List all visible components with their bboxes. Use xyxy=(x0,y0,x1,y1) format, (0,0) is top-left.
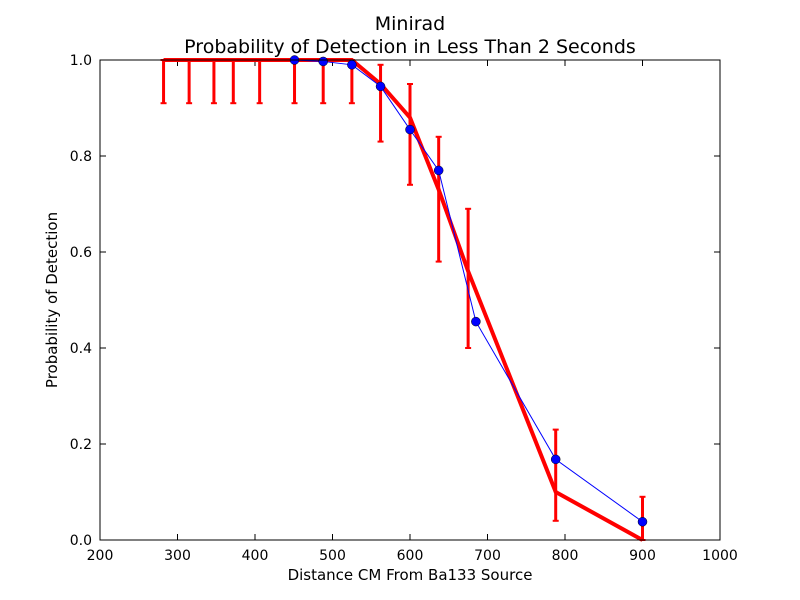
chart-subtitle: Probability of Detection in Less Than 2 … xyxy=(184,36,636,58)
blue-series-marker xyxy=(318,56,328,67)
blue-series-marker xyxy=(471,316,481,327)
y-tick-label: 0.4 xyxy=(70,341,92,357)
plot-frame xyxy=(99,59,721,541)
x-tick-label: 900 xyxy=(629,548,656,564)
y-tick-label: 0.0 xyxy=(70,533,92,549)
blue-series-marker xyxy=(347,60,357,70)
y-tick-label: 0.8 xyxy=(70,149,92,165)
y-tick-label: 1.0 xyxy=(70,53,92,69)
blue-series-marker xyxy=(550,454,561,465)
x-tick-label: 400 xyxy=(242,548,269,564)
blue-series-marker xyxy=(433,165,444,176)
y-axis-label: Probability of Detection xyxy=(43,212,61,388)
y-tick-label: 0.6 xyxy=(70,245,92,261)
x-tick-label: 500 xyxy=(319,548,346,564)
y-tick-label: 0.2 xyxy=(70,437,92,453)
x-tick-label: 800 xyxy=(552,548,579,564)
x-tick-label: 300 xyxy=(164,548,191,564)
blue-series-marker xyxy=(405,124,415,135)
red-series-line xyxy=(163,58,644,542)
x-axis-label: Distance CM From Ba133 Source xyxy=(288,566,533,584)
x-tick-label: 200 xyxy=(87,548,114,564)
blue-series-marker xyxy=(637,517,648,527)
x-tick-label: 600 xyxy=(397,548,424,564)
chart-title: Minirad xyxy=(375,13,446,35)
blue-series-marker xyxy=(375,81,386,92)
x-tick-label: 1000 xyxy=(702,548,738,564)
blue-series-line xyxy=(294,59,643,523)
x-tick-label: 700 xyxy=(474,548,501,564)
